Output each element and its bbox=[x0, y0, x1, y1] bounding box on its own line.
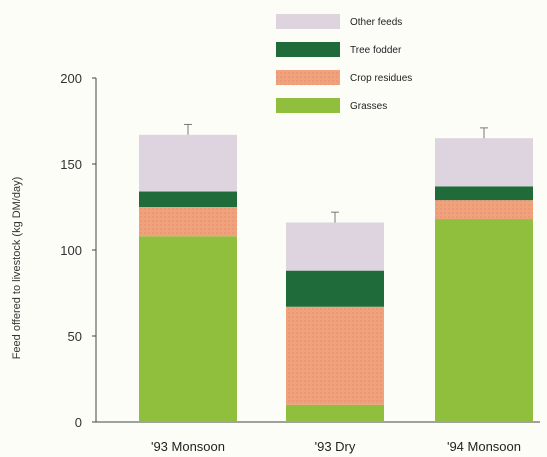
bar-segment bbox=[435, 138, 533, 187]
bar-segment bbox=[435, 186, 533, 201]
x-tick-label: '94 Monsoon bbox=[447, 439, 521, 454]
bar-segment bbox=[139, 191, 237, 207]
x-tick-label: '93 Dry bbox=[315, 439, 356, 454]
legend-swatch bbox=[276, 42, 340, 57]
legend-swatch bbox=[276, 14, 340, 29]
bar-segment bbox=[139, 236, 237, 422]
legend-label: Crop residues bbox=[350, 73, 412, 84]
bar-segment bbox=[286, 270, 384, 307]
legend-swatch bbox=[276, 70, 340, 85]
chart-axes: 0 50 100 150 200 '93 Monsoon '93 Dry '94 Monsoo… bbox=[60, 71, 540, 454]
y-tick-label: 50 bbox=[68, 329, 82, 344]
legend-label: Other feeds bbox=[350, 17, 402, 28]
legend-swatch bbox=[276, 98, 340, 113]
bar-segment bbox=[286, 404, 384, 422]
chart-bars bbox=[139, 123, 533, 422]
y-tick-label: 150 bbox=[60, 157, 82, 172]
y-tick-label: 0 bbox=[75, 415, 82, 430]
bar-segment bbox=[435, 200, 533, 220]
y-tick-label: 200 bbox=[60, 71, 82, 86]
bar-segment bbox=[139, 207, 237, 237]
bar-segment bbox=[435, 219, 533, 422]
y-axis-label: Feed offered to livestock (kg DM/day) bbox=[11, 177, 23, 360]
bar-segment bbox=[139, 134, 237, 192]
bar-segment bbox=[286, 306, 384, 405]
chart-legend: Other feeds Tree fodder Crop residues Grass… bbox=[276, 14, 412, 113]
y-tick-label: 100 bbox=[60, 243, 82, 258]
bar-segment bbox=[286, 222, 384, 271]
legend-label: Grasses bbox=[350, 101, 387, 112]
legend-label: Tree fodder bbox=[350, 45, 402, 56]
x-tick-label: '93 Monsoon bbox=[151, 439, 225, 454]
